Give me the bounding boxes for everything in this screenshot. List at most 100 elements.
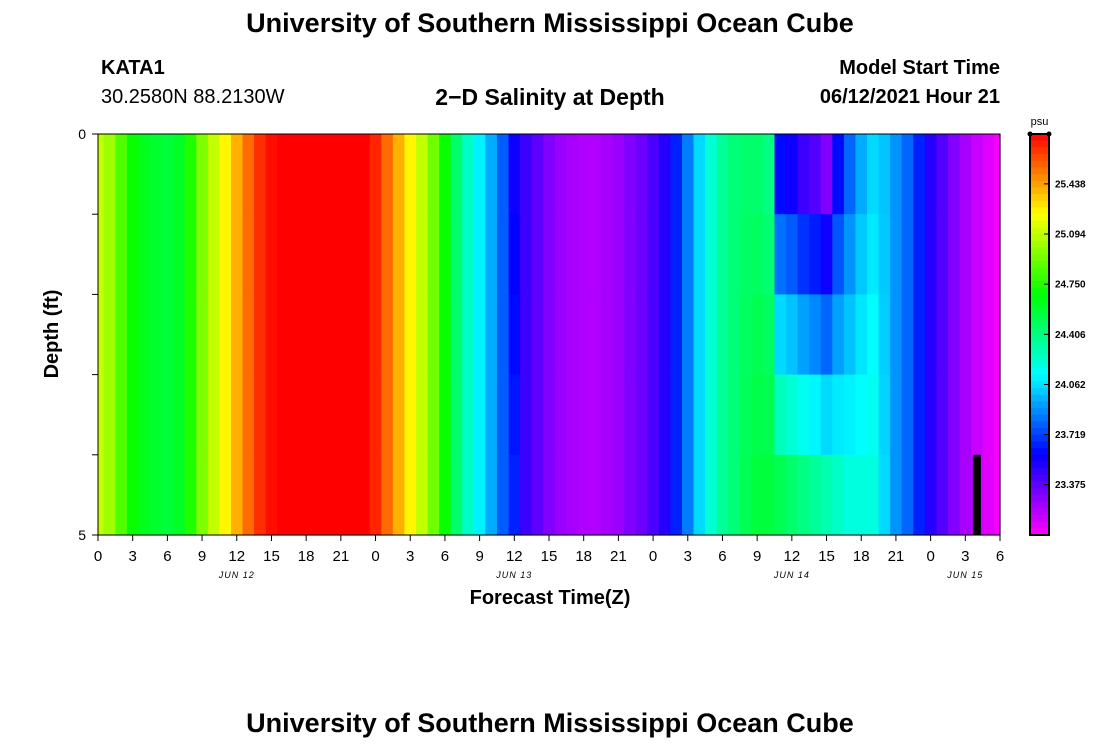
x-tick-label: 3 bbox=[406, 548, 414, 565]
heatmap-cell bbox=[797, 374, 810, 456]
heatmap-cell bbox=[323, 214, 336, 295]
heatmap-cell bbox=[705, 214, 718, 295]
heatmap-cell bbox=[311, 374, 325, 456]
heatmap-cell bbox=[219, 454, 232, 536]
colorbar-swatch bbox=[1030, 428, 1049, 436]
heatmap-cell bbox=[890, 454, 903, 536]
heatmap-cell bbox=[543, 134, 556, 215]
heatmap-cell bbox=[98, 374, 105, 456]
heatmap-cell bbox=[624, 374, 637, 456]
heatmap-cell bbox=[681, 454, 695, 536]
heatmap-cell bbox=[230, 454, 244, 536]
heatmap-cell bbox=[959, 454, 972, 536]
heatmap-cell bbox=[786, 454, 799, 536]
colorbar-swatch bbox=[1030, 301, 1049, 309]
colorbar-swatch bbox=[1030, 494, 1049, 503]
heatmap-cell bbox=[115, 294, 128, 376]
heatmap-cell bbox=[947, 294, 961, 376]
heatmap-cell bbox=[254, 294, 267, 376]
heatmap-cell bbox=[242, 374, 255, 456]
heatmap-cell bbox=[115, 134, 128, 215]
heatmap-cell bbox=[196, 214, 209, 295]
heatmap-cell bbox=[751, 374, 764, 456]
heatmap-cell bbox=[323, 294, 336, 376]
heatmap-cell bbox=[520, 294, 533, 376]
heatmap-cell bbox=[358, 214, 371, 295]
heatmap-cell bbox=[601, 214, 614, 295]
heatmap-cell bbox=[913, 374, 926, 456]
colorbar-swatch bbox=[1030, 408, 1049, 416]
heatmap-cell bbox=[658, 454, 672, 536]
x-tick-label: 6 bbox=[996, 548, 1004, 565]
heatmap-cell bbox=[103, 454, 116, 536]
colorbar-corner-dot bbox=[1027, 131, 1033, 137]
x-tick-label: 3 bbox=[961, 548, 969, 565]
heatmap-cell bbox=[196, 374, 209, 456]
heatmap-cell bbox=[138, 134, 151, 215]
heatmap-cell bbox=[485, 294, 498, 376]
heatmap-cell bbox=[728, 294, 741, 376]
heatmap-cell bbox=[242, 134, 255, 215]
heatmap-cell bbox=[797, 134, 810, 215]
day-label: JUN 15 bbox=[946, 570, 983, 580]
heatmap-cell bbox=[242, 214, 255, 295]
heatmap-cell bbox=[786, 134, 799, 215]
heatmap-cell bbox=[392, 134, 406, 215]
heatmap-cell bbox=[265, 374, 278, 456]
heatmap-cell bbox=[346, 134, 359, 215]
heatmap-cell bbox=[173, 294, 186, 376]
heatmap-cell bbox=[797, 294, 810, 376]
heatmap-cell bbox=[739, 454, 752, 536]
colorbar-swatch bbox=[1030, 481, 1049, 489]
colorbar-swatch bbox=[1030, 200, 1049, 209]
heatmap-cell bbox=[670, 134, 683, 215]
heatmap-cell bbox=[867, 294, 880, 376]
x-tick-label: 0 bbox=[371, 548, 379, 565]
heatmap-cell bbox=[173, 134, 186, 215]
heatmap-cell bbox=[381, 374, 394, 456]
heatmap-cell bbox=[485, 374, 498, 456]
heatmap-cell bbox=[381, 294, 394, 376]
heatmap-cell bbox=[150, 134, 163, 215]
heatmap-cell bbox=[439, 294, 452, 376]
heatmap-cell bbox=[589, 454, 602, 536]
colorbar-swatch bbox=[1030, 434, 1049, 443]
heatmap-cell bbox=[959, 294, 972, 376]
heatmap-cell bbox=[288, 214, 301, 295]
colorbar-swatch bbox=[1030, 207, 1049, 215]
heatmap-cell bbox=[473, 214, 486, 295]
heatmap-cell bbox=[809, 454, 822, 536]
heatmap-cell bbox=[427, 454, 440, 536]
heatmap-cell bbox=[520, 454, 533, 536]
heatmap-cell bbox=[520, 374, 533, 456]
heatmap-cell bbox=[150, 214, 163, 295]
heatmap-cell bbox=[577, 374, 591, 456]
heatmap-cell bbox=[184, 214, 197, 295]
heatmap-cell bbox=[982, 294, 995, 376]
heatmap-cell bbox=[716, 214, 729, 295]
colorbar-swatch bbox=[1030, 381, 1049, 389]
x-tick-label: 12 bbox=[784, 548, 801, 565]
heatmap-cell bbox=[161, 294, 174, 376]
heatmap-cell bbox=[335, 374, 348, 456]
colorbar-swatch bbox=[1030, 454, 1049, 463]
heatmap-cell bbox=[774, 294, 787, 376]
heatmap-cell bbox=[843, 294, 857, 376]
colorbar-swatch bbox=[1030, 528, 1049, 536]
heatmap-cell bbox=[647, 374, 660, 456]
colorbar-swatch bbox=[1030, 134, 1049, 142]
heatmap-cell bbox=[346, 294, 359, 376]
heatmap-cell bbox=[624, 294, 637, 376]
heatmap-cell bbox=[705, 454, 718, 536]
heatmap-cell bbox=[207, 214, 221, 295]
heatmap-cell bbox=[427, 294, 440, 376]
heatmap-cell bbox=[103, 134, 116, 215]
heatmap-cell bbox=[138, 454, 151, 536]
heatmap-cell bbox=[427, 374, 440, 456]
x-tick-label: 3 bbox=[129, 548, 137, 565]
heatmap-cell bbox=[184, 374, 197, 456]
colorbar-tick-label: 23.719 bbox=[1055, 430, 1086, 441]
heatmap-cell bbox=[843, 454, 857, 536]
heatmap-cell bbox=[115, 374, 128, 456]
heatmap-cell bbox=[901, 454, 914, 536]
